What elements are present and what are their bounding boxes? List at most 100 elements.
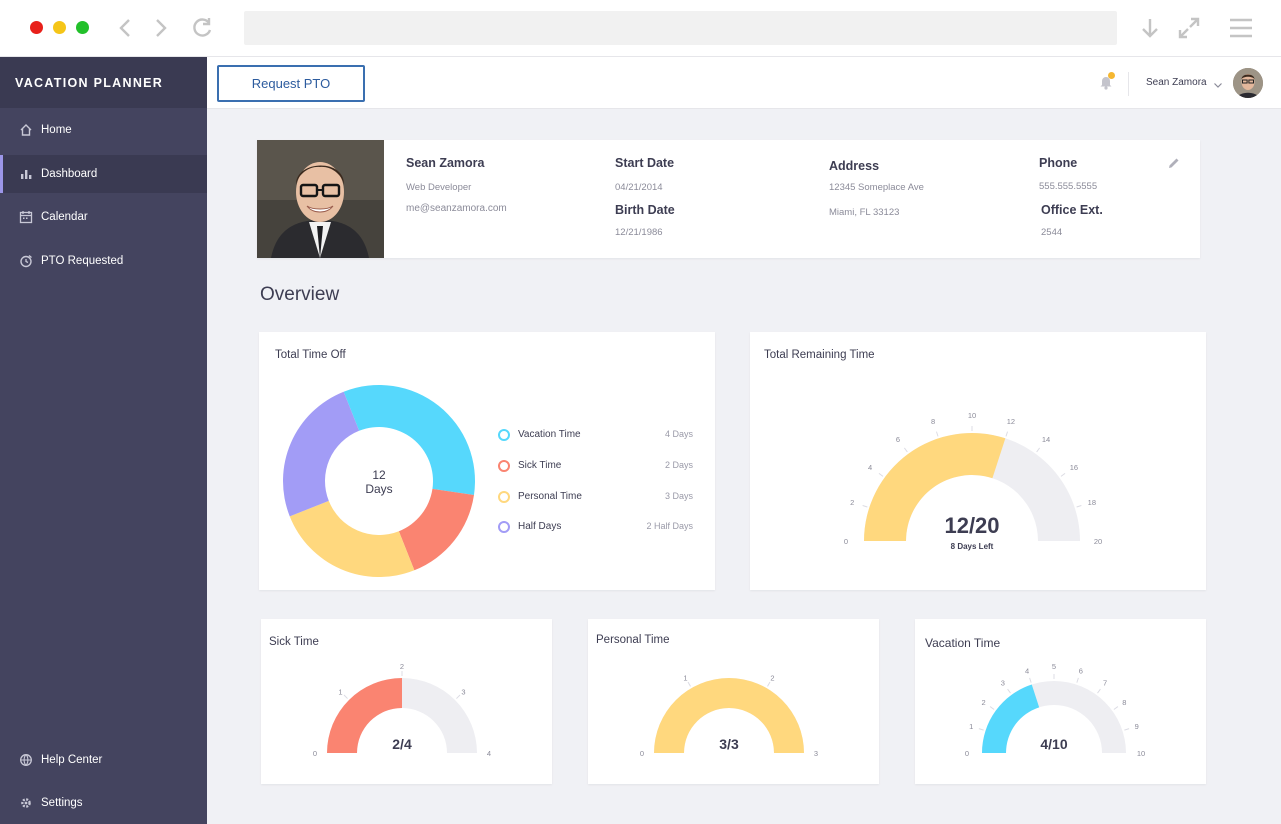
- birth-date-label: Birth Date: [615, 203, 675, 217]
- gauge-tick-label: 6: [1079, 666, 1083, 675]
- gauge-tick-label: 18: [1088, 498, 1096, 507]
- sidebar-item-label: Calendar: [41, 211, 88, 223]
- user-name[interactable]: Sean Zamora: [1146, 77, 1207, 88]
- notification-badge: [1108, 72, 1115, 79]
- avatar[interactable]: [1233, 68, 1263, 98]
- gear-icon: [19, 796, 33, 810]
- sidebar-item-label: Help Center: [41, 754, 103, 766]
- download-icon[interactable]: [1136, 14, 1164, 42]
- card-title: Vacation Time: [925, 636, 1001, 650]
- gauge-tick-label: 10: [968, 411, 976, 420]
- request-pto-button[interactable]: Request PTO: [217, 65, 365, 102]
- gauge-value-label: 3/3: [719, 736, 739, 752]
- vacation-time-card: Vacation Time 0 1 2 3 4 5 6 7 8 9 10 4/10: [915, 619, 1206, 784]
- gauge-tick-mark: [1005, 431, 1009, 437]
- gauge-value-label: 4/10: [1040, 736, 1067, 752]
- legend-item-personal: Personal Time 3 Days: [498, 489, 693, 505]
- sidebar-item-label: Settings: [41, 797, 83, 809]
- gauge-tick-label: 3: [1001, 679, 1005, 688]
- card-title: Total Remaining Time: [764, 349, 875, 361]
- gauge-value-label: 2/4: [392, 736, 412, 752]
- gauge-tick-label: 6: [896, 435, 900, 444]
- gauge-tick-mark: [1036, 447, 1040, 453]
- main-content: Sean Zamora Web Developer me@seanzamora.…: [207, 109, 1281, 824]
- gauge-tick-label: 2: [400, 662, 404, 671]
- office-ext-label: Office Ext.: [1041, 203, 1103, 217]
- donut-slice-0: [343, 385, 475, 496]
- gauge-tick-mark: [978, 728, 984, 731]
- legend-label: Half Days: [518, 521, 562, 532]
- sidebar-item-calendar[interactable]: Calendar: [0, 198, 207, 236]
- total-remaining-time-card: Total Remaining Time 0 2 4 6 8 10 12 14 16 18 20 12…: [750, 332, 1206, 590]
- clock-icon: [19, 254, 33, 268]
- maximize-window-button[interactable]: [76, 21, 89, 34]
- legend-label: Personal Time: [518, 491, 582, 502]
- total-time-off-donut: 12 Days: [283, 385, 475, 577]
- calendar-icon: [19, 210, 33, 224]
- app-header: Request PTO Sean Zamora: [207, 57, 1281, 109]
- gauge-tick-mark: [767, 681, 771, 687]
- gauge-tick-mark: [904, 447, 908, 453]
- profile-photo: [257, 140, 384, 258]
- gauge-tick-mark: [1124, 728, 1130, 731]
- back-icon[interactable]: [112, 14, 140, 42]
- sidebar-item-dashboard[interactable]: Dashboard: [0, 155, 207, 193]
- edit-pencil-icon[interactable]: [1167, 156, 1181, 170]
- gauge-tick-label: 3: [814, 749, 818, 758]
- address-label: Address: [829, 159, 880, 173]
- app-title: VACATION PLANNER: [0, 57, 207, 108]
- chevron-down-icon[interactable]: [1213, 77, 1223, 88]
- gauge-tick-label: 2: [850, 498, 854, 507]
- gauge-tick-label: 1: [683, 674, 687, 683]
- sidebar-item-help-center[interactable]: Help Center: [0, 745, 207, 775]
- sidebar-item-pto-requested[interactable]: PTO Requested: [0, 242, 207, 280]
- gauge-tick-mark: [1076, 504, 1082, 508]
- fullscreen-icon[interactable]: [1175, 14, 1203, 42]
- gauge-fill: [864, 433, 1006, 541]
- gauge-value-label: 12/20: [944, 513, 999, 538]
- gauge-tick-label: 8: [931, 417, 935, 426]
- profile-email: me@seanzamora.com: [406, 203, 507, 214]
- card-title: Total Time Off: [275, 349, 346, 361]
- gauge-sub-label: 8 Days Left: [951, 542, 994, 551]
- address-bar[interactable]: [244, 11, 1117, 45]
- donut-slice-1: [398, 488, 474, 571]
- office-ext-value: 2544: [1041, 227, 1063, 238]
- address-line1: 12345 Someplace Ave: [829, 182, 924, 193]
- sidebar-item-label: PTO Requested: [41, 255, 124, 267]
- legend-value: 2 Days: [664, 460, 693, 470]
- forward-icon[interactable]: [146, 14, 174, 42]
- overview-heading: Overview: [260, 284, 340, 305]
- gauge-tick-label: 0: [844, 537, 848, 546]
- gauge-tick-label: 16: [1070, 463, 1078, 472]
- gauge-tick-label: 7: [1103, 679, 1107, 688]
- close-window-button[interactable]: [30, 21, 43, 34]
- donut-center-value: 12: [372, 468, 386, 482]
- legend-swatch: [498, 491, 510, 503]
- legend-label: Sick Time: [518, 460, 562, 471]
- reload-icon[interactable]: [188, 14, 216, 42]
- gauge-tick-mark: [687, 681, 691, 687]
- sidebar-item-label: Home: [41, 124, 72, 136]
- divider: [1128, 72, 1129, 96]
- globe-icon: [19, 753, 33, 767]
- address-line2: Miami, FL 33123: [829, 207, 900, 218]
- gauge-fill: [654, 678, 804, 753]
- gauge-tick-label: 8: [1122, 698, 1126, 707]
- bar-chart-icon: [19, 167, 33, 181]
- menu-icon[interactable]: [1227, 14, 1255, 42]
- gauge-fill: [327, 678, 402, 753]
- personal-time-card: Personal Time 0 1 2 3 3/3: [588, 619, 879, 784]
- phone-value: 555.555.5555: [1039, 181, 1098, 192]
- minimize-window-button[interactable]: [53, 21, 66, 34]
- sidebar-item-home[interactable]: Home: [0, 111, 207, 149]
- profile-name: Sean Zamora: [406, 156, 485, 170]
- gauge-tick-label: 14: [1042, 435, 1050, 444]
- donut-center-unit: Days: [365, 482, 392, 496]
- notification-bell-icon[interactable]: [1099, 74, 1113, 90]
- browser-toolbar: [0, 0, 1281, 57]
- sidebar-item-settings[interactable]: Settings: [0, 788, 207, 818]
- vacation-time-gauge: 0 1 2 3 4 5 6 7 8 9 10 4/10: [965, 662, 1145, 758]
- gauge-tick-mark: [1113, 706, 1119, 710]
- gauge-tick-label: 0: [640, 749, 644, 758]
